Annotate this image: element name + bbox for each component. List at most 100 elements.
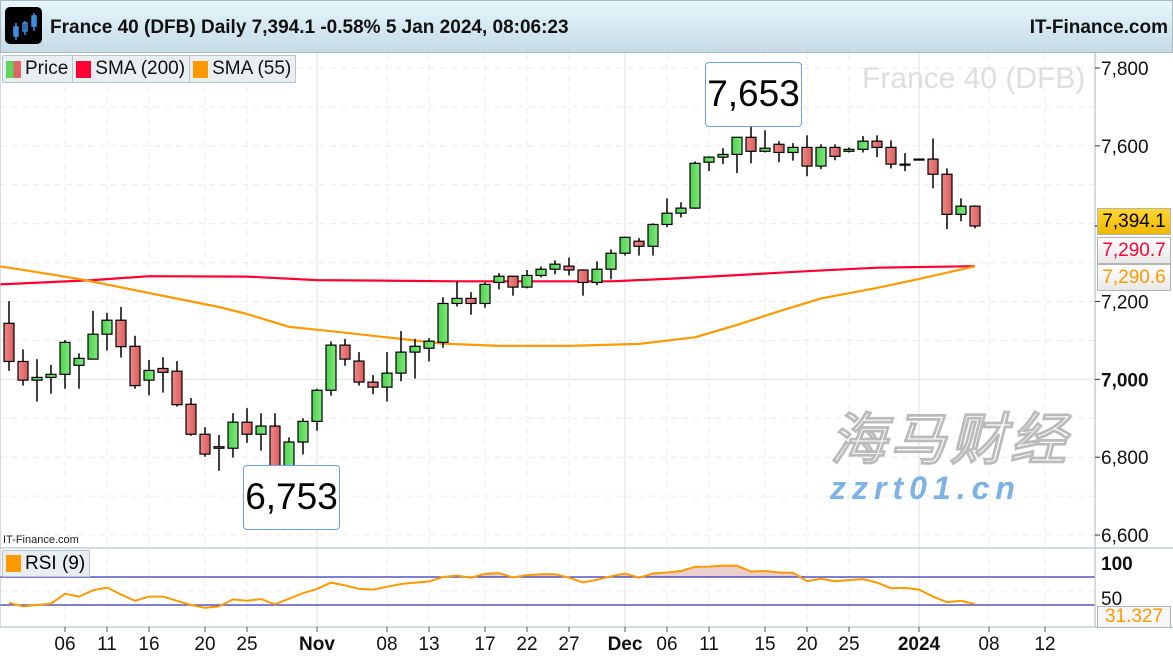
candle — [423, 338, 435, 362]
rsi-swatch — [6, 555, 21, 572]
x-tick-label: 20 — [796, 634, 817, 655]
candle — [199, 427, 211, 457]
candle — [619, 236, 631, 256]
x-tick-label: 12 — [1034, 634, 1055, 655]
candle — [17, 349, 29, 386]
candle-body-up — [395, 351, 407, 374]
sma55-marker: 7,290.6 — [1097, 264, 1171, 291]
candle-body-up — [255, 425, 267, 435]
candle — [31, 359, 43, 402]
candle-body-up — [731, 136, 743, 156]
candle — [241, 408, 253, 443]
sma-lines — [0, 265, 976, 347]
legend: Price SMA (200) SMA (55) — [2, 55, 297, 83]
candle — [73, 353, 85, 389]
candle-body-down — [3, 322, 15, 363]
candle-body-up — [717, 153, 729, 158]
site-watermark: IT-Finance.com — [3, 534, 79, 546]
candle — [675, 202, 687, 218]
candle-body-down — [927, 158, 939, 175]
candle — [521, 269, 533, 289]
candle — [899, 153, 911, 172]
candle — [829, 144, 841, 161]
candle-body-down — [577, 269, 589, 284]
candle-body-down — [829, 146, 841, 157]
rsi-label: RSI (9) — [25, 552, 86, 574]
candle — [451, 281, 463, 307]
candle — [815, 144, 827, 170]
candle — [969, 205, 981, 229]
x-tick-label: 08 — [978, 634, 999, 655]
x-tick-label: 2024 — [898, 634, 941, 655]
candle-body-up — [857, 140, 869, 150]
candle-body-up — [409, 345, 421, 353]
rsi-tick-label: 100 — [1101, 554, 1133, 575]
candle-body-down — [185, 403, 197, 435]
candle — [143, 359, 155, 396]
chart-title: France 40 (DFB) Daily 7,394.1 -0.58% 5 J… — [50, 17, 569, 38]
candle — [913, 158, 925, 161]
y-tick-label: 6,600 — [1101, 526, 1149, 547]
candle — [395, 331, 407, 382]
candle-body-up — [297, 420, 309, 443]
x-tick-label: 25 — [838, 634, 859, 655]
candle — [549, 260, 561, 275]
last-price-marker: 7,394.1 — [1097, 208, 1171, 235]
candles — [3, 125, 981, 476]
overlay-watermark: 海马财经 — [830, 408, 1070, 472]
legend-price: Price — [3, 56, 74, 82]
candle-body-up — [619, 236, 631, 254]
candle — [605, 249, 617, 280]
candle — [297, 418, 309, 455]
sma55-swatch — [193, 60, 209, 78]
candle — [535, 266, 547, 278]
candle — [689, 161, 701, 209]
sma200-line — [0, 265, 976, 286]
candle — [577, 269, 589, 296]
candle-body-up — [87, 333, 99, 360]
candle — [479, 282, 491, 308]
candle-body-up — [661, 212, 673, 226]
rsi-line — [8, 564, 976, 609]
candle — [927, 138, 939, 189]
candle-body-down — [115, 319, 127, 348]
candle-body-down — [339, 344, 351, 360]
candle — [717, 148, 729, 165]
candle-body-down — [213, 446, 225, 449]
candle-body-up — [815, 146, 827, 167]
legend-label: Price — [25, 58, 69, 79]
x-tick-label: 13 — [418, 634, 439, 655]
candle — [745, 125, 757, 164]
candle-body-up — [59, 341, 71, 375]
candle — [703, 156, 715, 172]
candle-body-up — [787, 146, 799, 154]
candle-body-up — [675, 207, 687, 214]
x-tick-label: 08 — [376, 634, 397, 655]
candle-body-down — [367, 381, 379, 388]
candle — [437, 297, 449, 348]
legend-label: SMA (55) — [212, 58, 292, 79]
candle — [465, 292, 477, 315]
candle — [857, 136, 869, 153]
candle-body-down — [633, 240, 645, 247]
candle-body-up — [143, 369, 155, 381]
candle — [731, 136, 743, 174]
legend-sma200: SMA (200) — [73, 56, 191, 82]
candle-body-down — [941, 173, 953, 215]
candle-body-down — [885, 146, 897, 165]
candle-body-down — [171, 370, 183, 406]
y-tick-label: 6,800 — [1101, 448, 1149, 469]
x-tick-label: 11 — [97, 634, 117, 655]
candle — [255, 413, 267, 451]
candle-body-down — [801, 146, 813, 167]
candle-body-down — [969, 205, 981, 227]
legend-label: SMA (200) — [95, 58, 186, 79]
candle — [87, 310, 99, 360]
candle-body-up — [451, 297, 463, 305]
candle-body-up — [521, 274, 533, 288]
sma200-marker: 7,290.7 — [1097, 237, 1171, 264]
candle-body-up — [381, 372, 393, 388]
low-annotation: 6,753 — [243, 465, 340, 530]
high-annotation: 7,653 — [705, 62, 802, 127]
candle — [591, 261, 603, 286]
